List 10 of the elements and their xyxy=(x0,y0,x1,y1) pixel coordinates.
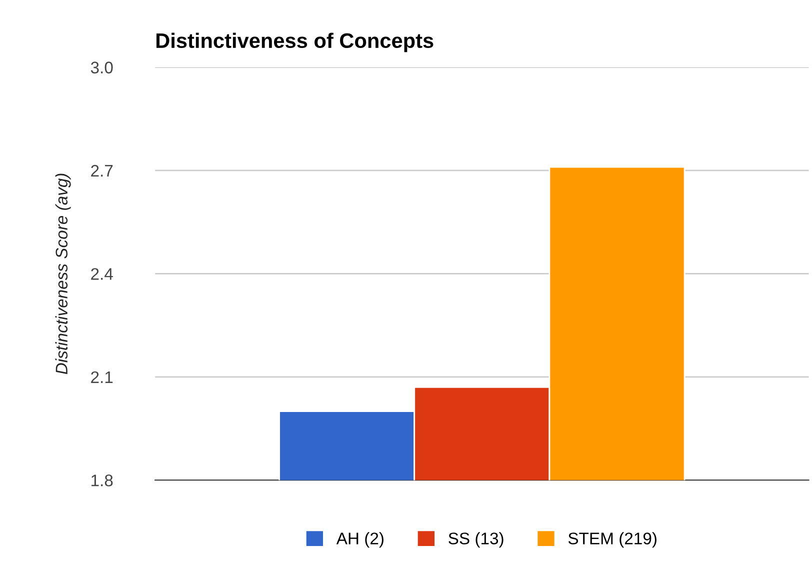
legend-label: STEM (219) xyxy=(568,532,656,548)
y-tick-label: 3.0 xyxy=(90,62,113,74)
y-tick-label: 2.1 xyxy=(91,371,113,383)
y-tick-label: 1.8 xyxy=(92,474,113,486)
legend-label: AH (2) xyxy=(336,532,384,548)
chart-title: Distinctiveness of Concepts xyxy=(156,32,434,52)
y-tick-label: 2.4 xyxy=(91,268,113,280)
legend-label: SS (13) xyxy=(448,532,504,548)
y-tick-label: 2.7 xyxy=(91,164,113,177)
y-axis-title: Distinctiveness Score (avg) xyxy=(55,174,71,374)
